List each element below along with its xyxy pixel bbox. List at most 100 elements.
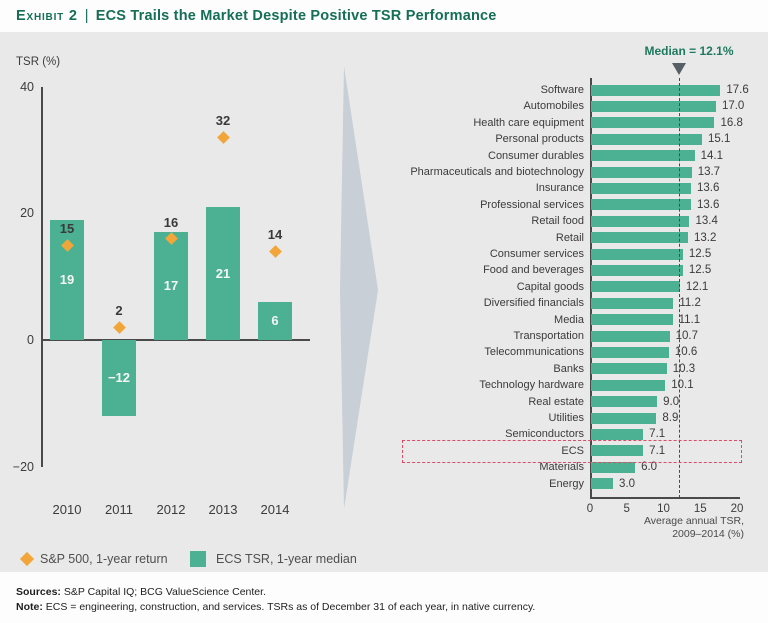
- industry-value-label: 14.1: [700, 149, 724, 162]
- industry-tsr-bar: [591, 199, 691, 211]
- right-x-tick-label: 20: [730, 503, 744, 515]
- industry-value-label: 7.1: [649, 428, 666, 441]
- ecs-tsr-bar: [206, 207, 240, 340]
- title-bar: Exhibit 2 | ECS Trails the Market Despite …: [0, 0, 768, 32]
- industry-label: Health care equipment: [473, 116, 584, 129]
- industry-tsr-bar: [591, 412, 657, 424]
- sources-label: Sources:: [16, 586, 61, 598]
- diamond-value-label: 14: [267, 227, 283, 243]
- industry-tsr-bar: [591, 428, 644, 440]
- year-label: 2012: [156, 502, 186, 517]
- bar-value-label: 6: [271, 313, 279, 328]
- industry-tsr-bar: [591, 150, 695, 162]
- industry-label: Consumer services: [489, 248, 584, 260]
- sp500-diamond-marker: [268, 245, 282, 258]
- right-x-tick-label: 0: [586, 503, 594, 515]
- legend-sp500-label: S&P 500, 1-year return: [40, 552, 168, 566]
- industry-value-label: 13.4: [695, 215, 718, 228]
- industry-label: Capital goods: [516, 280, 584, 293]
- industry-label: ECS: [561, 444, 584, 457]
- left-y-axis: [41, 87, 43, 467]
- industry-value-label: 15.1: [707, 133, 731, 146]
- industry-tsr-bar: [591, 445, 644, 457]
- left-y-tick-label: 0: [27, 333, 34, 347]
- industry-tsr-bar: [591, 264, 683, 276]
- industry-label: Personal products: [495, 133, 584, 146]
- industry-tsr-bar: [591, 182, 691, 194]
- note-text: ECS = engineering, construction, and ser…: [42, 600, 536, 613]
- diamond-value-label: 2: [115, 303, 123, 319]
- legend-sp500-diamond-icon: [19, 551, 35, 567]
- ecs-tsr-bar: [102, 340, 136, 416]
- industry-tsr-bar: [591, 133, 702, 145]
- bar-value-label: −12: [107, 369, 131, 385]
- right-y-axis: [590, 78, 592, 498]
- industry-value-label: 10.3: [672, 362, 696, 375]
- diamond-value-label: 15: [59, 221, 75, 237]
- right-x-tick-label: 15: [693, 503, 707, 515]
- industry-label: Media: [554, 313, 584, 326]
- industry-tsr-bar: [591, 478, 614, 490]
- legend-ecs-swatch-icon: [190, 551, 206, 567]
- industry-label: Retail food: [531, 215, 584, 228]
- industry-value-label: 17.0: [721, 100, 745, 113]
- industry-tsr-bar: [591, 215, 690, 227]
- industry-label: Real estate: [528, 395, 584, 408]
- industry-label: Banks: [553, 362, 584, 375]
- left-y-tick-label: 20: [20, 206, 34, 221]
- note-line: Note: ECS = engineering, construction, a…: [16, 600, 535, 615]
- industry-value-label: 6.0: [641, 461, 658, 474]
- industry-value-label: 13.2: [694, 231, 717, 244]
- industry-value-label: 13.7: [697, 166, 721, 178]
- x-axis-caption-line2: 2009–2014 (%): [672, 528, 744, 540]
- industry-value-label: 11.2: [679, 297, 701, 310]
- industry-label: Software: [540, 84, 584, 96]
- title-text: ECS Trails the Market Despite Positive T…: [95, 8, 497, 24]
- industry-tsr-bar: [591, 346, 669, 358]
- year-label: 2014: [260, 502, 290, 517]
- industry-label: Materials: [539, 461, 584, 474]
- median-dashed-line: [678, 78, 680, 498]
- industry-tsr-bar: [591, 166, 692, 178]
- sp500-diamond-marker: [112, 320, 126, 334]
- industry-label: Telecommunications: [484, 346, 584, 359]
- left-y-axis-label: TSR (%): [16, 56, 61, 68]
- bar-value-label: 21: [215, 265, 231, 281]
- industry-value-label: 12.1: [685, 280, 709, 293]
- sources-line: Sources: S&P Capital IQ; BCG ValueScienc…: [16, 585, 535, 600]
- bar-value-label: 17: [163, 278, 179, 294]
- right-x-tick-label: 10: [657, 503, 670, 515]
- industry-value-label: 12.5: [688, 248, 712, 260]
- exhibit-number: Exhibit 2: [16, 8, 78, 24]
- right-x-axis: [590, 497, 740, 499]
- ecs-highlight-box: [402, 440, 742, 464]
- industry-value-label: 13.6: [696, 198, 720, 211]
- industry-value-label: 11.1: [678, 313, 701, 326]
- industry-tsr-bar: [591, 232, 689, 244]
- industry-value-label: 8.9: [662, 412, 679, 424]
- industry-value-label: 10.6: [674, 346, 698, 359]
- industry-tsr-bar: [591, 297, 674, 309]
- industry-label: Automobiles: [523, 100, 584, 113]
- ecs-tsr-bar: [258, 302, 292, 340]
- industry-label: Professional services: [480, 198, 584, 211]
- industry-value-label: 10.1: [671, 379, 694, 392]
- note-label: Note:: [16, 600, 43, 613]
- sources-text: S&P Capital IQ; BCG ValueScience Center.: [60, 586, 266, 598]
- left-y-tick-label: 40: [20, 79, 34, 94]
- transition-arrow-icon: [340, 66, 378, 509]
- year-label: 2013: [208, 502, 238, 517]
- industry-value-label: 13.6: [696, 182, 720, 195]
- industry-tsr-bar: [591, 281, 680, 293]
- industry-value-label: 9.0: [663, 395, 680, 408]
- industry-label: Insurance: [535, 182, 584, 195]
- industry-value-label: 16.8: [720, 116, 743, 129]
- exhibit-title: Exhibit 2 | ECS Trails the Market Despite …: [16, 8, 497, 24]
- industry-tsr-bar: [591, 363, 667, 375]
- footer: Sources: S&P Capital IQ; BCG ValueScienc…: [16, 585, 535, 614]
- median-marker-icon: [671, 63, 686, 75]
- industry-tsr-bar: [591, 379, 666, 391]
- industry-value-label: 3.0: [619, 477, 636, 490]
- industry-label: Technology hardware: [479, 379, 584, 392]
- industry-tsr-bar: [591, 117, 715, 129]
